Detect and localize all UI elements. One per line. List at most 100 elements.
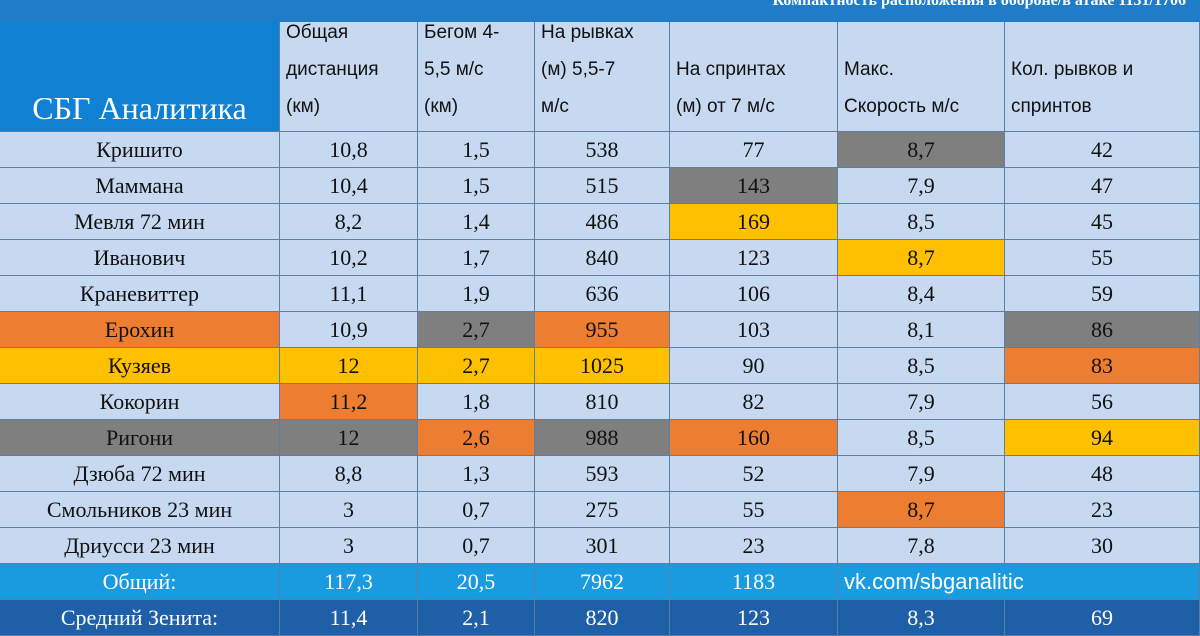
value-cell: 0,7 <box>418 492 535 528</box>
value-cell: 8,5 <box>838 204 1005 240</box>
value-cell: 83 <box>1005 348 1200 384</box>
player-name: Ригони <box>0 420 280 456</box>
link: vk.com/sbganalitic <box>838 564 1200 600</box>
column-header: Общая дистанция (км) <box>280 22 418 132</box>
value-cell: 90 <box>670 348 838 384</box>
value-cell: 8,4 <box>838 276 1005 312</box>
value-cell: 30 <box>1005 528 1200 564</box>
value-cell: 275 <box>535 492 670 528</box>
value-cell: 1025 <box>535 348 670 384</box>
value-cell: 169 <box>670 204 838 240</box>
player-name: Дриусси 23 мин <box>0 528 280 564</box>
average-cell: 11,4 <box>280 600 418 636</box>
player-name: Краневиттер <box>0 276 280 312</box>
value-cell: 48 <box>1005 456 1200 492</box>
value-cell: 1,5 <box>418 132 535 168</box>
value-cell: 301 <box>535 528 670 564</box>
value-cell: 840 <box>535 240 670 276</box>
average-cell: 820 <box>535 600 670 636</box>
value-cell: 593 <box>535 456 670 492</box>
value-cell: 988 <box>535 420 670 456</box>
value-cell: 8,8 <box>280 456 418 492</box>
average-cell: 8,3 <box>838 600 1005 636</box>
value-cell: 7,8 <box>838 528 1005 564</box>
value-cell: 12 <box>280 348 418 384</box>
value-cell: 2,7 <box>418 348 535 384</box>
total-cell: 117,3 <box>280 564 418 600</box>
value-cell: 1,4 <box>418 204 535 240</box>
value-cell: 23 <box>670 528 838 564</box>
player-name: Смольников 23 мин <box>0 492 280 528</box>
average-cell: 123 <box>670 600 838 636</box>
total-cell: 20,5 <box>418 564 535 600</box>
value-cell: 106 <box>670 276 838 312</box>
value-cell: 23 <box>1005 492 1200 528</box>
value-cell: 8,5 <box>838 420 1005 456</box>
value-cell: 1,7 <box>418 240 535 276</box>
average-cell: 69 <box>1005 600 1200 636</box>
total-cell: Общий: <box>0 564 280 600</box>
value-cell: 143 <box>670 168 838 204</box>
value-cell: 86 <box>1005 312 1200 348</box>
value-cell: 8,7 <box>838 492 1005 528</box>
value-cell: 55 <box>1005 240 1200 276</box>
value-cell: 515 <box>535 168 670 204</box>
value-cell: 486 <box>535 204 670 240</box>
value-cell: 52 <box>670 456 838 492</box>
column-header: Бегом 4- 5,5 м/с (км) <box>418 22 535 132</box>
value-cell: 1,5 <box>418 168 535 204</box>
value-cell: 538 <box>535 132 670 168</box>
column-header: На спринтах (м) от 7 м/с <box>670 22 838 132</box>
value-cell: 8,7 <box>838 132 1005 168</box>
column-header: Макс. Скорость м/с <box>838 22 1005 132</box>
player-name: Ерохин <box>0 312 280 348</box>
column-header: На рывках (м) 5,5-7 м/с <box>535 22 670 132</box>
player-name: Кокорин <box>0 384 280 420</box>
value-cell: 7,9 <box>838 456 1005 492</box>
value-cell: 10,2 <box>280 240 418 276</box>
value-cell: 56 <box>1005 384 1200 420</box>
value-cell: 636 <box>535 276 670 312</box>
value-cell: 11,2 <box>280 384 418 420</box>
value-cell: 8,7 <box>838 240 1005 276</box>
value-cell: 8,2 <box>280 204 418 240</box>
value-cell: 59 <box>1005 276 1200 312</box>
average-cell: Средний Зенита: <box>0 600 280 636</box>
value-cell: 0,7 <box>418 528 535 564</box>
total-cell: 1183 <box>670 564 838 600</box>
value-cell: 955 <box>535 312 670 348</box>
value-cell: 2,6 <box>418 420 535 456</box>
value-cell: 810 <box>535 384 670 420</box>
value-cell: 8,5 <box>838 348 1005 384</box>
value-cell: 12 <box>280 420 418 456</box>
value-cell: 10,4 <box>280 168 418 204</box>
subtitle: Компактность расположения в обороне/в ат… <box>772 0 1186 9</box>
value-cell: 42 <box>1005 132 1200 168</box>
player-name: Маммана <box>0 168 280 204</box>
value-cell: 160 <box>670 420 838 456</box>
player-name: Дзюба 72 мин <box>0 456 280 492</box>
table-title: СБГ Аналитика <box>0 22 280 132</box>
player-name: Иванович <box>0 240 280 276</box>
value-cell: 1,3 <box>418 456 535 492</box>
value-cell: 1,9 <box>418 276 535 312</box>
value-cell: 77 <box>670 132 838 168</box>
player-name: Кузяев <box>0 348 280 384</box>
average-cell: 2,1 <box>418 600 535 636</box>
value-cell: 123 <box>670 240 838 276</box>
value-cell: 8,1 <box>838 312 1005 348</box>
value-cell: 11,1 <box>280 276 418 312</box>
value-cell: 10,8 <box>280 132 418 168</box>
value-cell: 45 <box>1005 204 1200 240</box>
value-cell: 7,9 <box>838 168 1005 204</box>
column-header: Кол. рывков и спринтов <box>1005 22 1200 132</box>
value-cell: 7,9 <box>838 384 1005 420</box>
value-cell: 10,9 <box>280 312 418 348</box>
player-name: Мевля 72 мин <box>0 204 280 240</box>
value-cell: 3 <box>280 528 418 564</box>
value-cell: 55 <box>670 492 838 528</box>
value-cell: 47 <box>1005 168 1200 204</box>
value-cell: 2,7 <box>418 312 535 348</box>
value-cell: 1,8 <box>418 384 535 420</box>
